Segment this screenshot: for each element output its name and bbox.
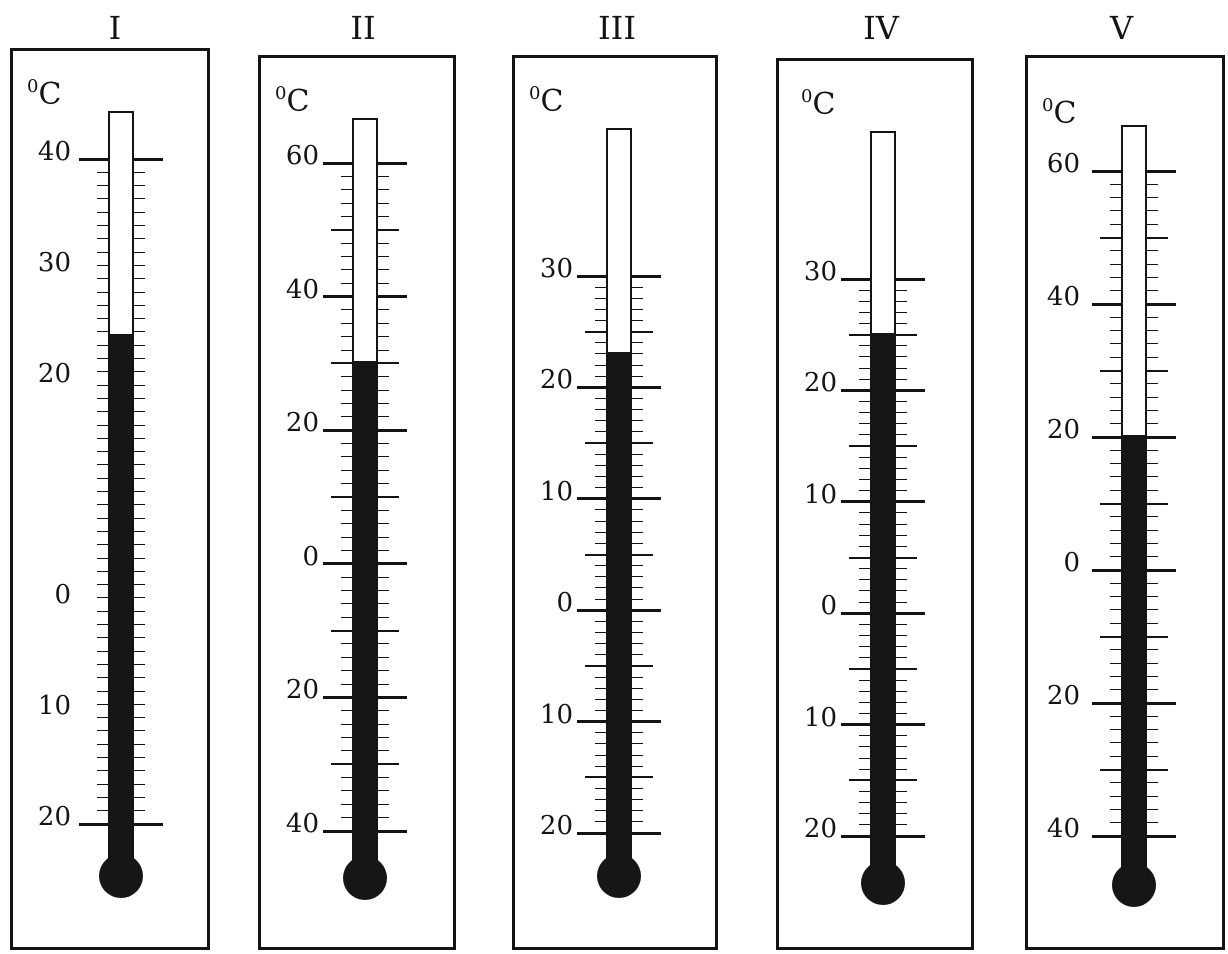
scale-label: 0 — [302, 541, 319, 572]
thermometer-frame: 0C 40 30 20 0 10 20 — [10, 48, 210, 950]
scale-label: 40 — [285, 809, 319, 839]
scale-label: 20 — [37, 358, 71, 389]
scale-label: 30 — [37, 247, 71, 278]
scale-label: 20 — [803, 368, 837, 399]
thermometer-frame: 0C 30 20 10 0 10 20 — [776, 58, 974, 950]
thermometer-frame: 0C 60 40 20 0 20 40 — [258, 55, 456, 950]
unit-label: 0C — [1042, 95, 1077, 131]
scale-label: 20 — [539, 811, 573, 841]
unit-label: 0C — [275, 83, 310, 119]
scale-label: 30 — [803, 257, 837, 287]
scale-label: 10 — [37, 691, 71, 722]
thermometer-v: V 0C 60 40 20 0 20 40 — [1015, 0, 1228, 954]
scale-label: 20 — [539, 365, 573, 396]
thermometer-title: I — [108, 9, 122, 47]
scale-label: 40 — [285, 274, 319, 305]
thermometer-bulb — [597, 854, 641, 898]
mercury-column — [354, 361, 376, 866]
mercury-column — [872, 332, 894, 871]
unit-label: 0C — [27, 76, 62, 112]
scale-label: 30 — [539, 254, 573, 284]
thermometer-tube — [1121, 125, 1147, 875]
thermometer-title: V — [1109, 9, 1134, 47]
scale-label: 20 — [285, 408, 319, 439]
scale-label: 0 — [556, 588, 573, 619]
scale-label: 10 — [539, 476, 573, 507]
scale-label: 0 — [820, 591, 837, 622]
unit-label: 0C — [529, 83, 564, 119]
scale-label: 60 — [285, 141, 319, 171]
scale-label: 10 — [803, 702, 837, 733]
scale-label: 40 — [1046, 282, 1080, 312]
thermometer-tube — [108, 111, 134, 866]
scale-label: 40 — [37, 137, 71, 167]
mercury-column — [608, 351, 630, 864]
mercury-column — [1123, 435, 1145, 873]
thermometer-bulb — [861, 861, 905, 905]
scale-label: 0 — [1063, 548, 1080, 578]
thermometer-iii: III 0C 30 20 10 0 10 20 — [502, 0, 732, 954]
thermometer-iv: IV 0C 30 20 10 0 10 20 — [766, 0, 996, 954]
thermometer-ii: II 0C 60 40 20 0 20 40 — [248, 0, 478, 954]
thermometer-tube — [606, 128, 632, 866]
thermometer-title: III — [598, 9, 636, 47]
scale-label: 20 — [1046, 415, 1080, 445]
scale-label: 20 — [285, 675, 319, 706]
thermometer-i: I 0C 40 30 20 0 10 20 — [0, 0, 230, 954]
scale-label: 20 — [37, 802, 71, 832]
thermometer-bulb — [1112, 863, 1156, 907]
thermometer-tube — [870, 131, 896, 873]
thermometer-tube — [352, 118, 378, 868]
scale-label: 60 — [1046, 149, 1080, 179]
scale-label: 0 — [54, 580, 71, 611]
thermometer-title: IV — [863, 9, 899, 47]
thermometer-frame: 0C 60 40 20 0 20 40 — [1025, 55, 1225, 950]
scale-label: 20 — [803, 814, 837, 844]
scale-label: 10 — [803, 479, 837, 510]
scale-label: 40 — [1046, 814, 1080, 844]
thermometer-bulb — [343, 856, 387, 900]
mercury-column — [110, 334, 132, 864]
scale-label: 10 — [539, 699, 573, 730]
thermometer-title: II — [350, 9, 376, 47]
scale-label: 20 — [1046, 681, 1080, 711]
thermometer-bulb — [99, 854, 143, 898]
unit-label: 0C — [801, 86, 836, 122]
thermometer-frame: 0C 30 20 10 0 10 20 — [512, 55, 718, 950]
